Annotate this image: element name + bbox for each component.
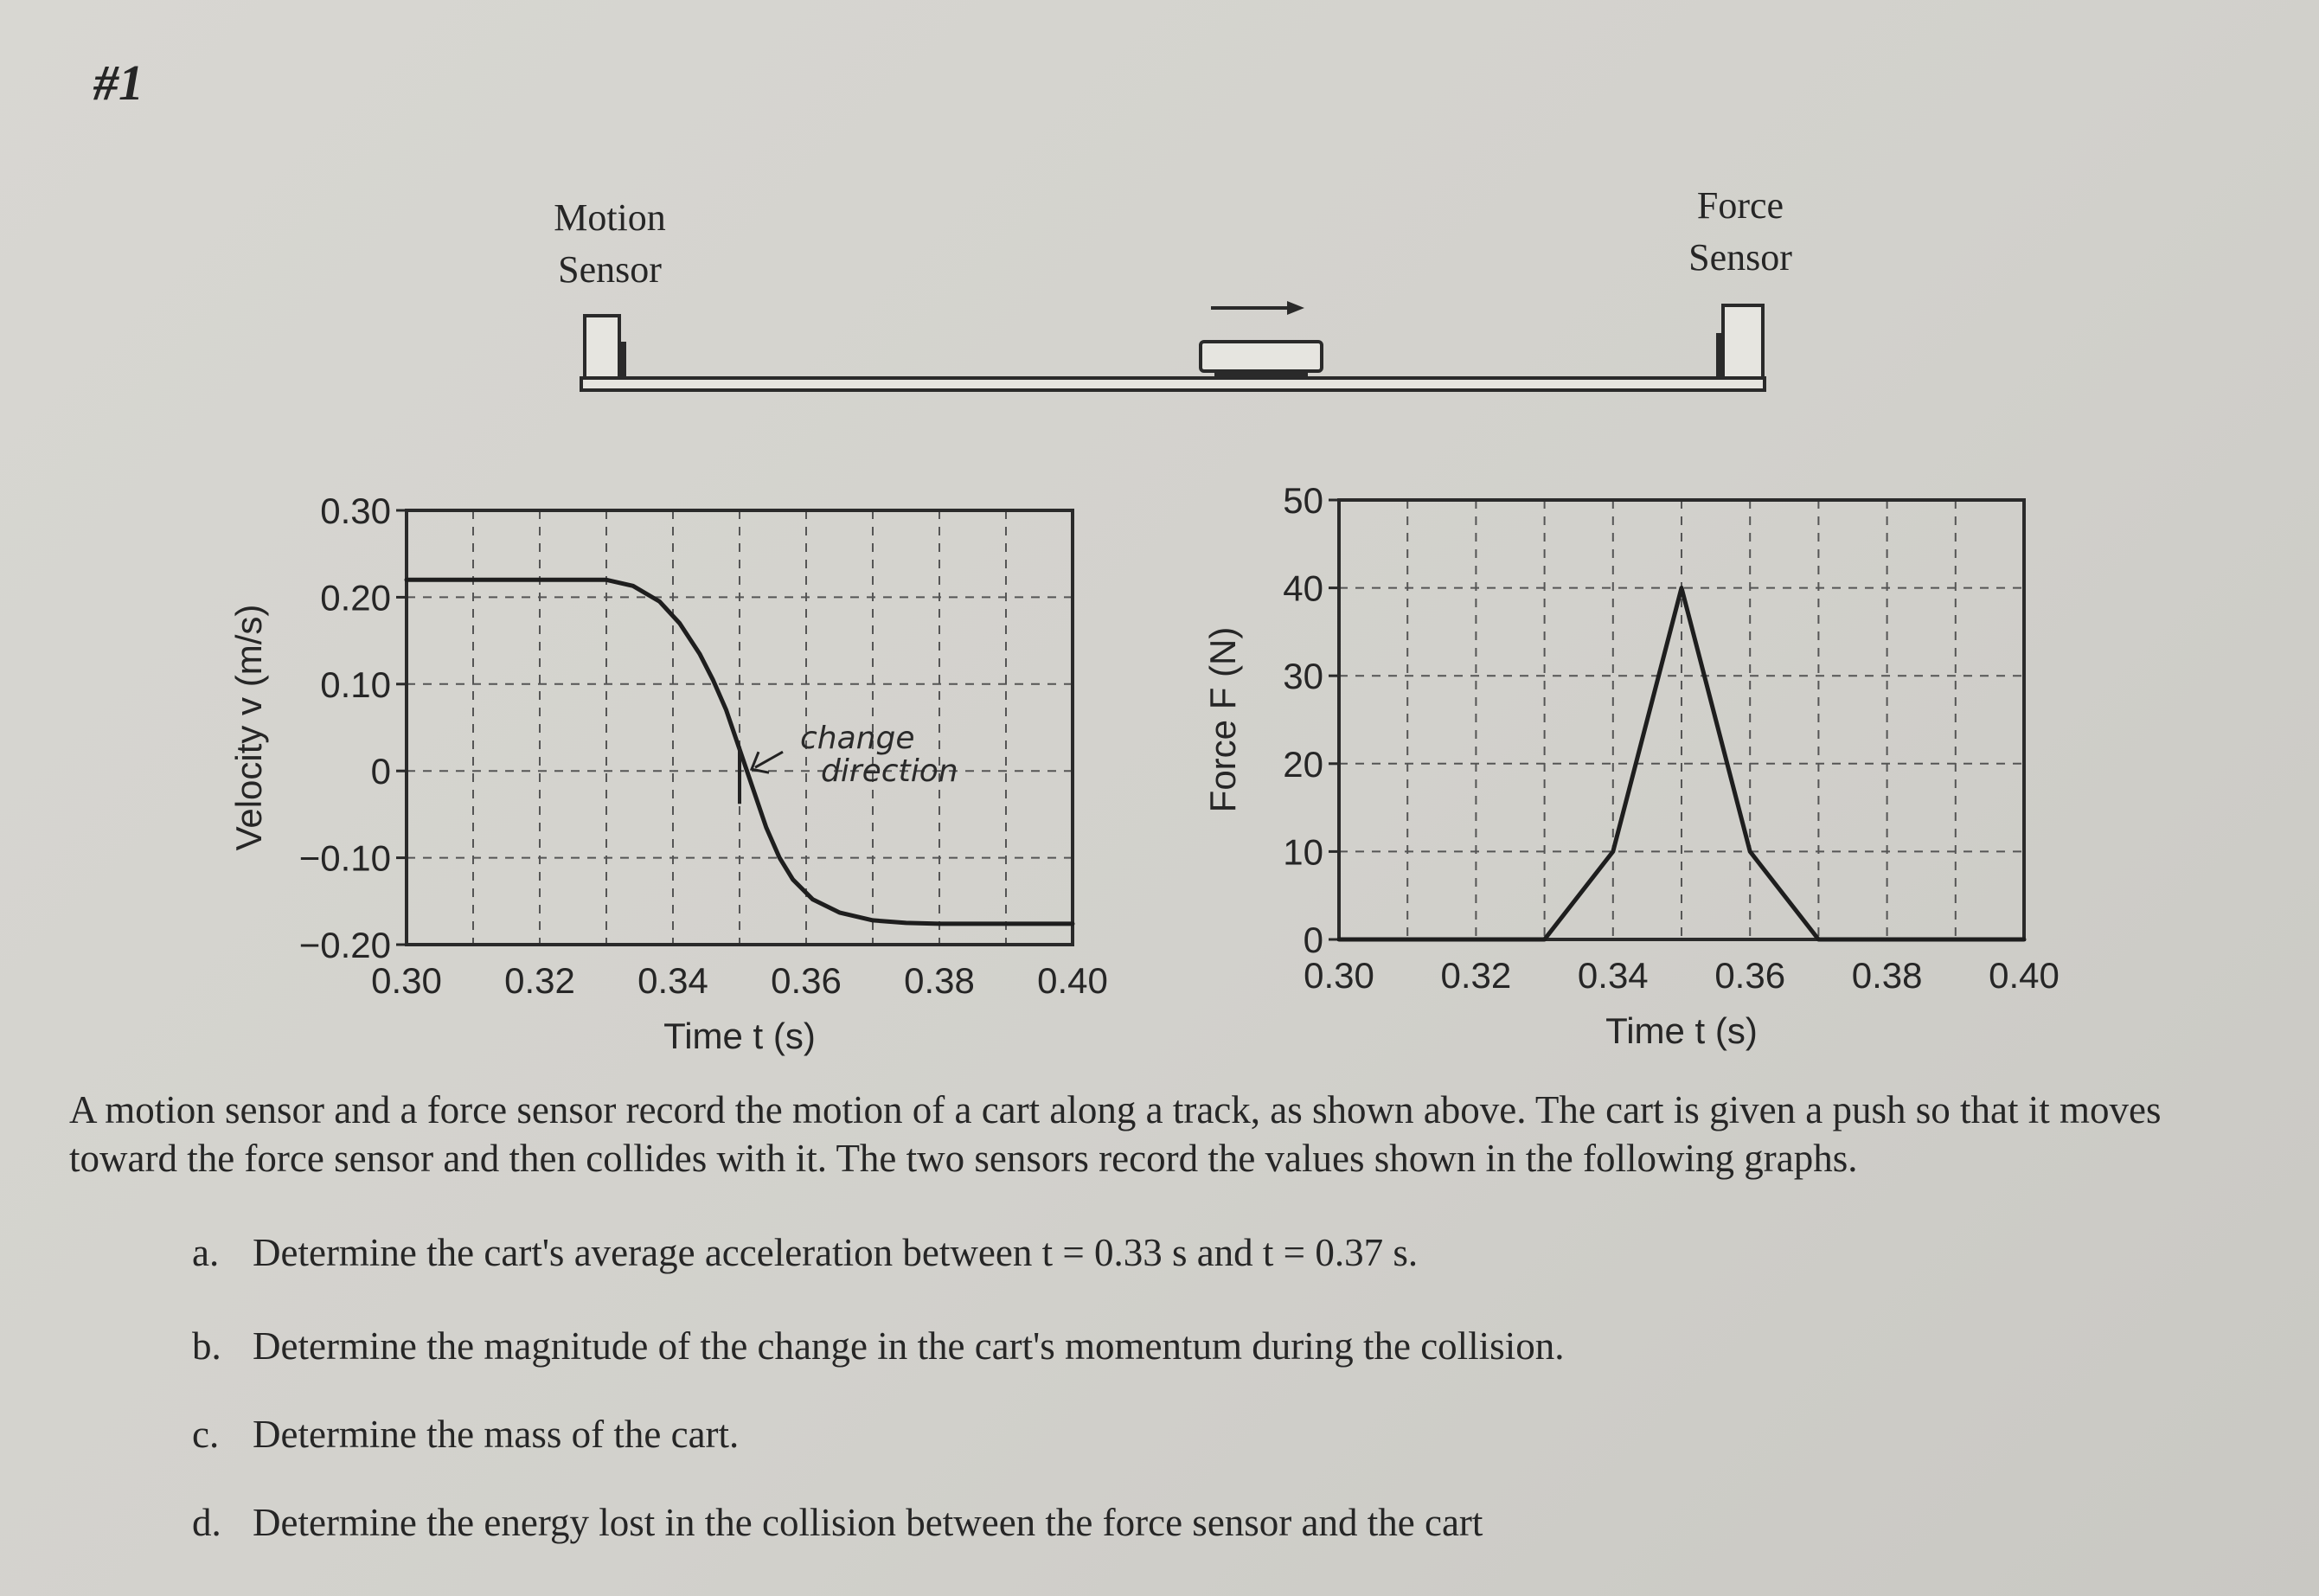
motion-sensor-label-line1: Motion (554, 196, 666, 239)
x-tick-label: 0.32 (504, 960, 575, 1001)
question-c-letter: c. (192, 1413, 220, 1456)
plot-frame (405, 509, 1074, 946)
motion-sensor-label: Motion Sensor (480, 192, 740, 296)
y-tick-label: 0.20 (320, 577, 391, 618)
force-sensor-label-line2: Sensor (1688, 236, 1792, 279)
charts: 0.30 0.32 0.34 0.36 0.38 0.40 0.30 0.20 0.10 0 −0.… (228, 480, 2060, 1056)
cart (1199, 340, 1323, 378)
motion-sensor (583, 314, 626, 380)
y-axis-label: Velocity v (m/s) (228, 605, 269, 851)
velocity-chart: 0.30 0.32 0.34 0.36 0.38 0.40 0.30 0.20 0.10 0 −0.… (228, 490, 1108, 1056)
data-series-line (1336, 586, 2027, 942)
force-sensor-label-line1: Force (1696, 184, 1784, 227)
question-b-letter: b. (192, 1324, 221, 1368)
annotation-arrowhead (749, 751, 770, 774)
y-tick-label: 0.10 (320, 664, 391, 705)
question-c: c. Determine the mass of the cart. (192, 1412, 739, 1457)
x-tick-label: 0.38 (1852, 955, 1923, 996)
arrow-right-icon (1211, 301, 1304, 315)
x-tick-label: 0.34 (1578, 955, 1649, 996)
y-tick-label: −0.10 (299, 838, 391, 879)
question-a: a. Determine the cart's average accelerat… (192, 1230, 1418, 1275)
question-d-text: Determine the energy lost in the collisi… (253, 1501, 1483, 1544)
question-c-text: Determine the mass of the cart. (253, 1413, 740, 1456)
question-b: b. Determine the magnitude of the change … (192, 1324, 1564, 1368)
problem-number: #1 (93, 54, 144, 111)
annotation-text: change (800, 721, 915, 756)
question-d: d. Determine the energy lost in the colli… (192, 1500, 1483, 1545)
x-tick-label: 0.40 (1037, 960, 1108, 1001)
x-tick-label: 0.40 (1989, 955, 2060, 996)
x-tick-label: 0.30 (371, 960, 442, 1001)
force-sensor (1716, 304, 1765, 380)
plot-frame (1337, 498, 2026, 941)
track (580, 376, 1766, 392)
y-tick-label: −0.20 (299, 925, 391, 965)
question-a-text: Determine the cart's average acceleratio… (253, 1231, 1419, 1274)
x-axis-label: Time t (s) (663, 1016, 816, 1056)
y-tick-label: 30 (1283, 656, 1323, 696)
y-tick-label: 0 (1304, 920, 1323, 960)
y-tick-label: 0.30 (320, 490, 391, 531)
x-tick-label: 0.36 (1714, 955, 1785, 996)
question-b-text: Determine the magnitude of the change in… (253, 1324, 1565, 1368)
y-tick-label: 0 (371, 751, 391, 792)
y-tick-label: 10 (1283, 831, 1323, 872)
x-tick-label: 0.32 (1441, 955, 1512, 996)
x-tick-label: 0.34 (637, 960, 708, 1001)
problem-description: A motion sensor and a force sensor recor… (69, 1088, 2162, 1180)
apparatus-diagram (580, 301, 1766, 392)
x-axis-label: Time t (s) (1605, 1010, 1758, 1051)
y-axis-label: Force F (N) (1202, 627, 1243, 813)
force-sensor-label: Force Sensor (1611, 180, 1870, 284)
x-tick-label: 0.30 (1304, 955, 1374, 996)
motion-sensor-label-line2: Sensor (558, 248, 662, 291)
force-chart: 0.30 0.32 0.34 0.36 0.38 0.40 50 40 30 20 10 0 Time … (1202, 480, 2060, 1051)
data-series-line (404, 577, 1075, 926)
annotation-arrow (754, 750, 784, 769)
y-tick-label: 40 (1283, 568, 1323, 609)
y-tick-label: 20 (1283, 744, 1323, 785)
x-tick-label: 0.38 (904, 960, 975, 1001)
annotation-text: direction (821, 753, 958, 789)
question-a-letter: a. (192, 1231, 220, 1274)
question-d-letter: d. (192, 1501, 221, 1544)
x-tick-label: 0.36 (771, 960, 842, 1001)
y-tick-label: 50 (1283, 480, 1323, 521)
